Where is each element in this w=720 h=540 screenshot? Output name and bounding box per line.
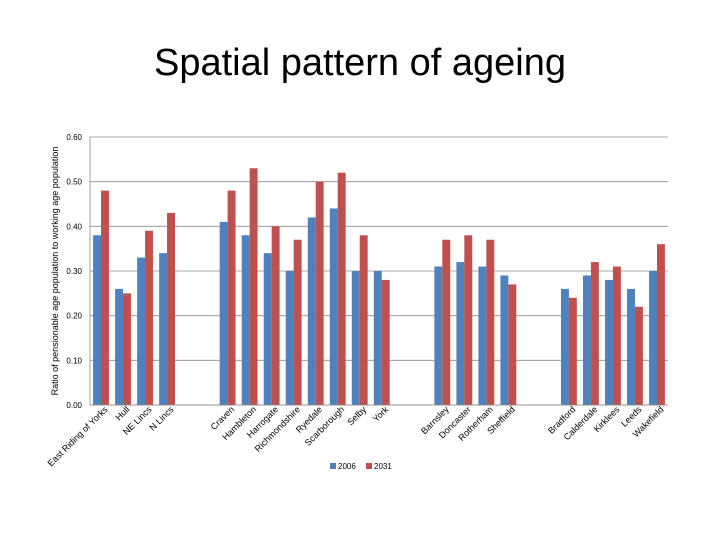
bar-2006 [456,262,465,405]
x-tick-label: Selby [345,404,368,427]
bar-2031 [590,262,599,405]
bar-2006 [649,271,657,405]
bar-2006 [434,266,443,405]
legend-label: 2031 [374,462,392,471]
bar-2006 [307,217,316,405]
bar-2031 [227,190,236,405]
bar-2031 [293,239,302,405]
bar-2006 [583,275,591,405]
bar-2031 [337,172,346,405]
bar-2006 [137,257,146,405]
y-tick-label: 0.20 [66,312,82,321]
y-tick-label: 0.30 [66,267,82,276]
y-axis-label: Ratio of pensionable age population to w… [50,147,60,396]
y-tick-label: 0.50 [66,178,82,187]
x-tick-label: York [371,404,391,424]
bar-2006 [500,275,509,405]
bar-2031 [123,293,131,405]
bar-2006 [605,279,613,405]
bar-2031 [271,226,280,405]
bar-2031 [249,168,258,405]
bar-2006 [351,271,360,405]
bar-2006 [241,235,250,405]
bar-2031 [145,230,153,405]
bar-2006 [93,235,102,405]
x-tick-label: N Lincs [147,404,176,433]
bar-2031 [101,190,109,405]
bar-2006 [627,288,635,405]
y-tick-label: 0.00 [66,401,82,410]
bar-2031 [381,279,390,405]
page-title: Spatial pattern of ageing [154,42,566,84]
legend: 2006 2031 [330,462,392,471]
bar-2006 [285,271,294,405]
bar-2031 [464,235,473,405]
bar-2006 [159,253,168,405]
y-tick-label: 0.10 [66,356,82,365]
bar-2031 [167,212,175,405]
bar-2006 [560,288,569,405]
bar-2006 [115,288,124,405]
bar-2006 [373,271,382,405]
y-tick-label: 0.40 [66,222,82,231]
bar-2031 [486,239,495,405]
x-tick-label: East Riding of Yorks [46,404,110,468]
bar-2031 [568,297,577,405]
bar-2031 [442,239,451,405]
bar-2006 [478,266,487,405]
legend-label: 2006 [338,462,356,471]
bar-2031 [656,244,665,405]
y-axis: 0.00 0.10 0.20 0.30 0.40 0.50 0.60 [66,133,91,410]
bar-2031 [612,266,621,405]
legend-swatch [366,463,372,469]
bar-2031 [508,284,517,405]
bar-2006 [263,253,272,405]
x-tick-label: Hull [114,404,132,422]
bar-2006 [219,221,228,405]
bar-2031 [315,181,324,405]
y-tick-label: 0.60 [66,133,82,142]
legend-swatch [330,463,336,469]
bar-2031 [359,235,368,405]
bar-2031 [634,306,643,405]
bars [93,168,665,405]
bar-2006 [329,208,338,405]
